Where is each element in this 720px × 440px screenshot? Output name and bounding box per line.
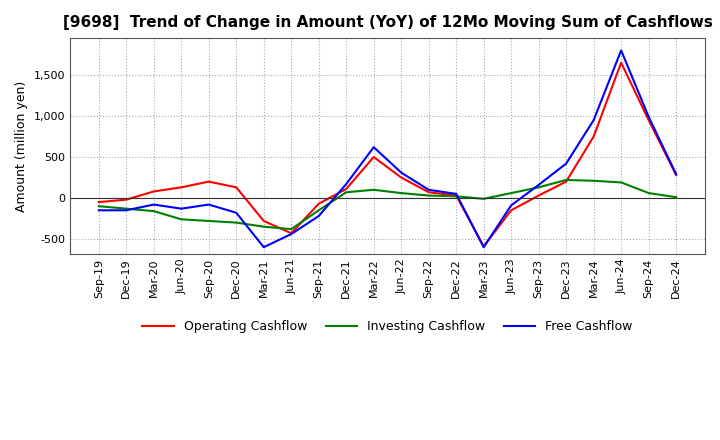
- Investing Cashflow: [177, 216, 186, 222]
- Operating Cashflow: [204, 179, 213, 184]
- Investing Cashflow: [644, 191, 653, 196]
- Free Cashflow: [315, 213, 323, 219]
- Line: Investing Cashflow: Investing Cashflow: [99, 180, 676, 229]
- Free Cashflow: [177, 206, 186, 211]
- Investing Cashflow: [259, 224, 268, 229]
- Investing Cashflow: [534, 185, 543, 190]
- Free Cashflow: [617, 48, 626, 53]
- Free Cashflow: [204, 202, 213, 207]
- Operating Cashflow: [397, 175, 405, 180]
- Investing Cashflow: [342, 190, 351, 195]
- Free Cashflow: [590, 117, 598, 123]
- Investing Cashflow: [617, 180, 626, 185]
- Investing Cashflow: [150, 209, 158, 214]
- Free Cashflow: [287, 231, 295, 237]
- Operating Cashflow: [617, 60, 626, 66]
- Line: Free Cashflow: Free Cashflow: [99, 51, 676, 247]
- Operating Cashflow: [315, 201, 323, 206]
- Free Cashflow: [424, 187, 433, 192]
- Investing Cashflow: [315, 208, 323, 213]
- Line: Operating Cashflow: Operating Cashflow: [99, 63, 676, 246]
- Free Cashflow: [480, 245, 488, 250]
- Operating Cashflow: [150, 189, 158, 194]
- Free Cashflow: [507, 203, 516, 208]
- Operating Cashflow: [94, 199, 103, 205]
- Operating Cashflow: [369, 154, 378, 160]
- Operating Cashflow: [590, 134, 598, 139]
- Free Cashflow: [534, 182, 543, 187]
- Free Cashflow: [369, 144, 378, 150]
- Free Cashflow: [94, 208, 103, 213]
- Investing Cashflow: [94, 204, 103, 209]
- Operating Cashflow: [122, 197, 130, 202]
- Investing Cashflow: [369, 187, 378, 192]
- Investing Cashflow: [590, 178, 598, 183]
- Investing Cashflow: [232, 220, 240, 225]
- Free Cashflow: [342, 181, 351, 187]
- Operating Cashflow: [177, 185, 186, 190]
- Operating Cashflow: [452, 193, 461, 198]
- Free Cashflow: [562, 161, 570, 166]
- Operating Cashflow: [562, 179, 570, 184]
- Free Cashflow: [397, 170, 405, 175]
- Investing Cashflow: [507, 191, 516, 196]
- Operating Cashflow: [259, 218, 268, 224]
- Free Cashflow: [452, 191, 461, 197]
- Free Cashflow: [122, 208, 130, 213]
- Investing Cashflow: [424, 193, 433, 198]
- Operating Cashflow: [232, 185, 240, 190]
- Operating Cashflow: [480, 244, 488, 249]
- Investing Cashflow: [480, 196, 488, 202]
- Y-axis label: Amount (million yen): Amount (million yen): [15, 81, 28, 212]
- Investing Cashflow: [672, 194, 680, 200]
- Title: [9698]  Trend of Change in Amount (YoY) of 12Mo Moving Sum of Cashflows: [9698] Trend of Change in Amount (YoY) o…: [63, 15, 712, 30]
- Free Cashflow: [644, 114, 653, 120]
- Legend: Operating Cashflow, Investing Cashflow, Free Cashflow: Operating Cashflow, Investing Cashflow, …: [138, 315, 637, 338]
- Investing Cashflow: [562, 177, 570, 183]
- Investing Cashflow: [122, 206, 130, 211]
- Operating Cashflow: [534, 193, 543, 198]
- Operating Cashflow: [424, 190, 433, 195]
- Investing Cashflow: [287, 227, 295, 232]
- Investing Cashflow: [204, 218, 213, 224]
- Investing Cashflow: [397, 191, 405, 196]
- Operating Cashflow: [342, 186, 351, 191]
- Free Cashflow: [259, 245, 268, 250]
- Operating Cashflow: [672, 172, 680, 178]
- Free Cashflow: [232, 210, 240, 216]
- Operating Cashflow: [507, 208, 516, 213]
- Investing Cashflow: [452, 194, 461, 199]
- Operating Cashflow: [644, 117, 653, 123]
- Free Cashflow: [150, 202, 158, 207]
- Free Cashflow: [672, 172, 680, 177]
- Operating Cashflow: [287, 231, 295, 236]
